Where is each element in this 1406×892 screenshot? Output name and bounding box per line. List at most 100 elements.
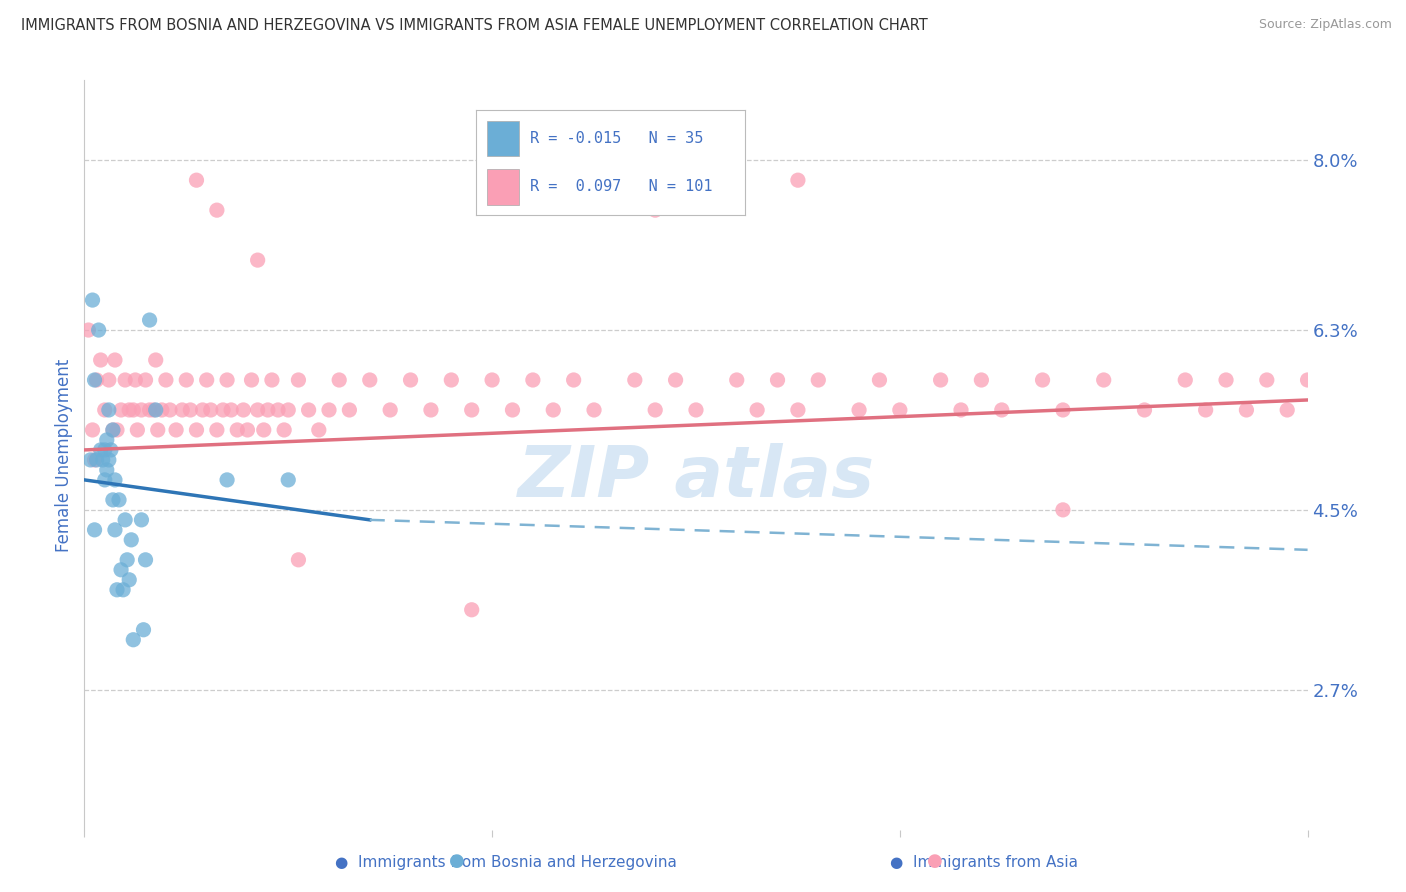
Text: ●  Immigrants from Bosnia and Herzegovina: ● Immigrants from Bosnia and Herzegovina — [335, 855, 678, 870]
Point — [145, 403, 167, 417]
Point — [93, 442, 115, 457]
Point — [150, 403, 173, 417]
Point — [97, 453, 120, 467]
Point — [120, 533, 142, 547]
Point — [869, 373, 891, 387]
Point — [122, 403, 145, 417]
Point — [277, 403, 299, 417]
Point — [205, 423, 228, 437]
Point — [100, 442, 122, 457]
Point — [212, 403, 235, 417]
Point — [219, 403, 242, 417]
Point — [132, 623, 155, 637]
Point — [226, 423, 249, 437]
Point — [990, 403, 1012, 417]
Point — [339, 403, 360, 417]
Point — [93, 473, 115, 487]
Point — [522, 373, 544, 387]
Point — [96, 463, 118, 477]
Point — [105, 582, 128, 597]
Point — [172, 403, 194, 417]
Text: Source: ZipAtlas.com: Source: ZipAtlas.com — [1258, 18, 1392, 31]
Point — [287, 373, 309, 387]
Point — [1234, 403, 1257, 417]
Point — [82, 293, 104, 307]
Point — [217, 473, 239, 487]
Point — [114, 513, 136, 527]
Point — [145, 353, 167, 368]
Point — [101, 423, 124, 437]
Point — [90, 353, 112, 368]
Point — [240, 373, 263, 387]
Point — [179, 403, 201, 417]
Point — [328, 373, 350, 387]
Point — [86, 453, 108, 467]
Point — [131, 403, 153, 417]
Point — [1296, 373, 1319, 387]
Point — [124, 373, 146, 387]
Point — [135, 373, 157, 387]
Point — [246, 403, 269, 417]
Point — [787, 173, 810, 187]
Point — [644, 203, 666, 218]
Point — [101, 423, 124, 437]
Point — [174, 373, 197, 387]
Point — [787, 403, 810, 417]
Point — [970, 373, 993, 387]
Point — [260, 373, 283, 387]
Point — [461, 403, 484, 417]
Point — [766, 373, 789, 387]
Point — [159, 403, 181, 417]
Point — [461, 603, 484, 617]
Point — [112, 582, 135, 597]
Point — [380, 403, 402, 417]
Point — [114, 373, 136, 387]
Point — [1215, 373, 1237, 387]
Text: ●: ● — [927, 852, 943, 870]
Point — [318, 403, 340, 417]
Point — [257, 403, 280, 417]
Point — [83, 373, 105, 387]
Point — [1092, 373, 1115, 387]
Point — [82, 423, 104, 437]
Text: ●  Immigrants from Asia: ● Immigrants from Asia — [890, 855, 1078, 870]
Point — [97, 403, 120, 417]
Point — [582, 403, 605, 417]
Point — [481, 373, 503, 387]
Point — [1277, 403, 1299, 417]
Point — [440, 373, 463, 387]
Point — [267, 403, 290, 417]
Point — [848, 403, 870, 417]
Point — [807, 373, 830, 387]
Point — [135, 553, 157, 567]
Point — [725, 373, 748, 387]
Point — [1256, 373, 1278, 387]
Point — [929, 373, 952, 387]
Point — [232, 403, 254, 417]
Point — [118, 573, 141, 587]
Point — [1133, 403, 1156, 417]
Point — [399, 373, 422, 387]
Point — [131, 513, 153, 527]
Point — [104, 523, 127, 537]
Point — [200, 403, 222, 417]
Point — [1195, 403, 1218, 417]
Point — [97, 373, 120, 387]
Point — [86, 373, 108, 387]
Point — [624, 373, 647, 387]
Point — [138, 403, 160, 417]
Text: ●: ● — [449, 852, 465, 870]
Point — [246, 253, 269, 268]
Point — [889, 403, 911, 417]
Point — [308, 423, 330, 437]
Point — [644, 403, 666, 417]
Point — [138, 313, 160, 327]
Point — [122, 632, 145, 647]
Point — [96, 433, 118, 447]
Point — [359, 373, 381, 387]
Point — [90, 442, 112, 457]
Point — [950, 403, 973, 417]
Point — [83, 523, 105, 537]
Y-axis label: Female Unemployment: Female Unemployment — [55, 359, 73, 551]
Point — [205, 203, 228, 218]
